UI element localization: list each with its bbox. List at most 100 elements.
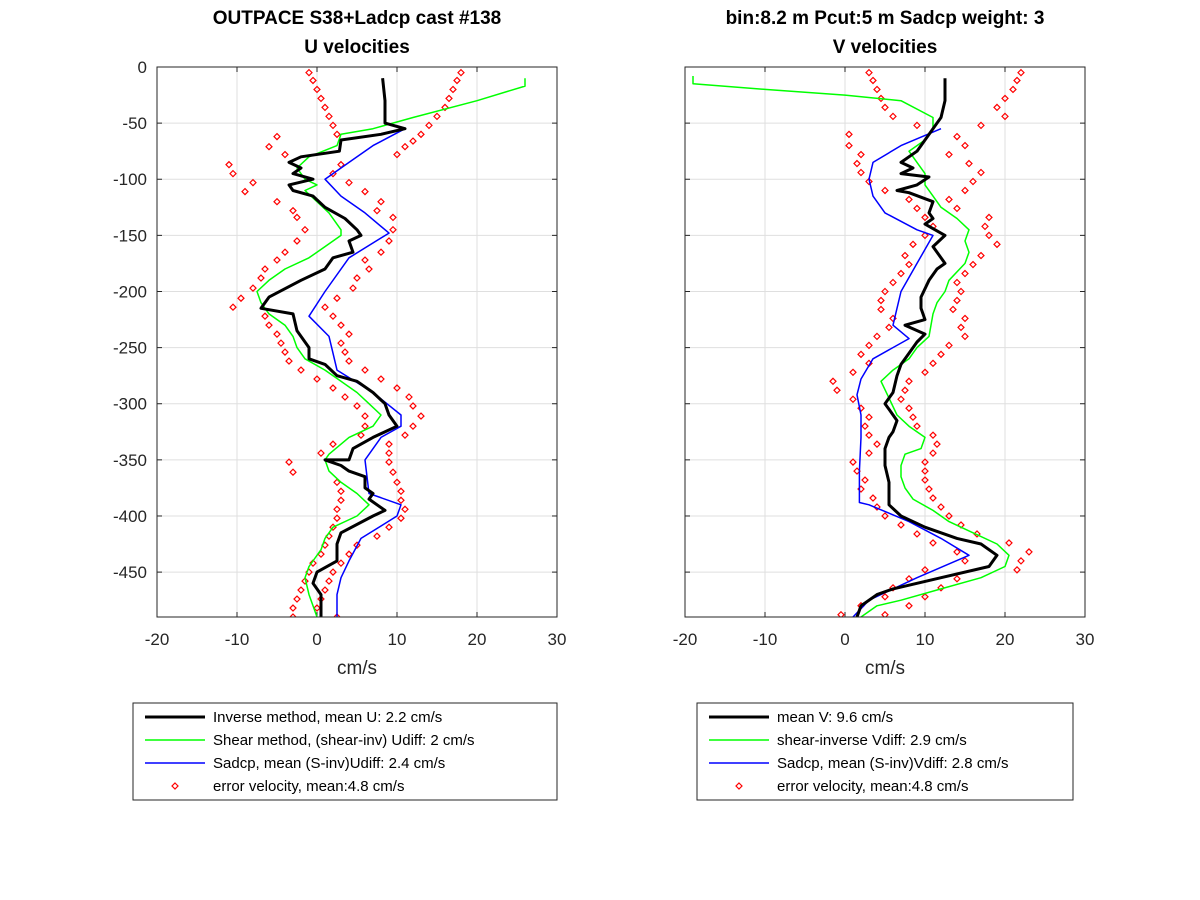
left-axes-frame [156,66,558,618]
right-error-velocity-marker [845,130,853,139]
right-error-velocity-marker [945,341,953,350]
right-error-velocity-marker [849,368,857,377]
right-error-velocity-marker [949,305,957,314]
left-legend: Inverse method, mean U: 2.2 cm/s Shear me… [132,702,558,801]
left-error-velocity-marker [237,294,245,303]
left-error-velocity-marker [337,559,345,567]
right-error-velocity-marker [1001,94,1009,103]
left-error-velocity-marker [309,559,317,567]
right-error-velocity-marker [849,458,857,466]
left-error-velocity-marker [345,178,353,187]
left-legend-entry: Shear method, (shear-inv) Udiff: 2 cm/s [213,732,475,749]
right-error-velocity-marker [877,296,885,305]
left-error-velocity-marker [281,348,289,356]
right-error-velocity-marker [977,121,985,130]
left-error-velocity-marker [341,393,349,401]
right-error-velocity-marker [929,359,937,368]
right-x-tick-label: 10 [916,630,935,649]
right-error-velocity-marker [969,260,977,269]
left-error-velocity-marker [425,121,433,130]
left-error-velocity-marker [453,76,461,85]
left-error-velocity-marker [297,586,305,594]
left-error-velocity-marker [373,532,381,541]
right-error-velocity-marker [873,503,881,511]
right-error-velocity-marker [869,494,877,502]
left-error-velocity-marker [241,187,249,196]
right-error-velocity-marker [921,458,929,466]
left-error-velocity-marker [273,132,281,141]
left-error-velocity-marker [361,187,369,196]
right-error-velocity-marker [977,251,985,260]
left-error-velocity-marker [373,206,381,215]
right-axes-frame [684,66,1086,618]
left-error-velocity-marker [257,274,265,282]
left-error-velocity-marker [357,431,365,440]
right-error-velocity-marker [881,512,889,520]
left-x-tick-label: 0 [312,630,321,649]
right-error-velocity-marker [985,213,993,222]
left-error-velocity-marker [293,237,301,245]
left-y-tick-label: -300 [113,395,147,414]
left-error-velocity-marker [389,225,397,234]
left-error-velocity-marker [329,568,337,576]
right-error-velocity-marker [937,350,945,359]
left-error-velocity-marker [289,468,297,477]
left-error-velocity-marker [433,112,441,121]
left-x-tick-label: -20 [145,630,170,649]
right-error-velocity-marker [845,141,853,150]
right-legend-entry: mean V: 9.6 cm/s [777,709,893,726]
right-axes-background [685,67,1085,617]
left-error-velocity-marker [385,440,393,448]
left-error-velocity-marker [261,265,269,273]
right-error-velocity-marker [849,395,857,404]
left-error-velocity-marker [345,330,353,338]
right-plot-area: -20 -10 0 10 20 30 [673,66,1094,649]
left-error-velocity-marker [289,604,297,612]
right-error-velocity-marker [905,260,913,269]
right-error-velocity-marker [961,332,969,341]
left-error-velocity-marker [325,112,333,121]
left-error-velocity-marker [313,85,321,94]
left-error-velocity-marker [265,321,273,330]
right-error-velocity-marker [889,278,897,287]
left-error-velocity-marker [329,384,337,392]
left-legend-marker-icon [171,782,179,790]
left-error-velocity-marker [409,137,417,145]
right-error-velocity-marker [953,574,961,583]
right-error-velocity-marker [1013,76,1021,85]
left-error-velocity-marker [249,178,257,187]
right-error-velocity-marker [945,512,953,520]
right-error-velocity-marker [937,583,945,592]
right-error-velocity-marker [953,548,961,556]
right-error-velocity-marker [829,377,837,386]
right-error-velocity-marker [993,240,1001,249]
right-x-tick-label: 20 [996,630,1015,649]
left-error-velocity-marker [289,613,297,617]
right-shear-series-line [692,76,1010,617]
right-error-velocity-marker [889,112,897,121]
left-inverse-series-line [259,78,407,617]
left-error-velocity-marker [377,375,385,383]
left-legend-box [132,702,558,801]
left-error-velocity-marker [377,197,385,206]
left-error-velocity-marker [417,130,425,139]
left-chart-subtitle: U velocities [304,37,410,58]
right-error-velocity-marker [901,251,909,260]
left-error-velocity-marker [317,94,325,103]
left-error-velocity-marker [289,206,297,215]
right-error-velocity-marker [1025,548,1033,556]
left-x-tick-label: 20 [468,630,487,649]
right-error-velocity-marker [873,332,881,341]
right-error-velocity-marker [921,467,929,475]
left-axes-background [157,67,557,617]
right-error-velocity-marker [881,103,889,112]
left-error-velocity-marker [301,225,309,234]
right-error-velocity-marker [961,269,969,278]
right-error-velocity-marker [921,476,929,484]
right-error-velocity-marker [921,368,929,377]
left-x-tick-label: 30 [548,630,567,649]
left-error-velocity-marker [229,169,237,178]
left-y-tick-label: -350 [113,451,147,470]
left-error-velocity-marker [301,577,309,585]
